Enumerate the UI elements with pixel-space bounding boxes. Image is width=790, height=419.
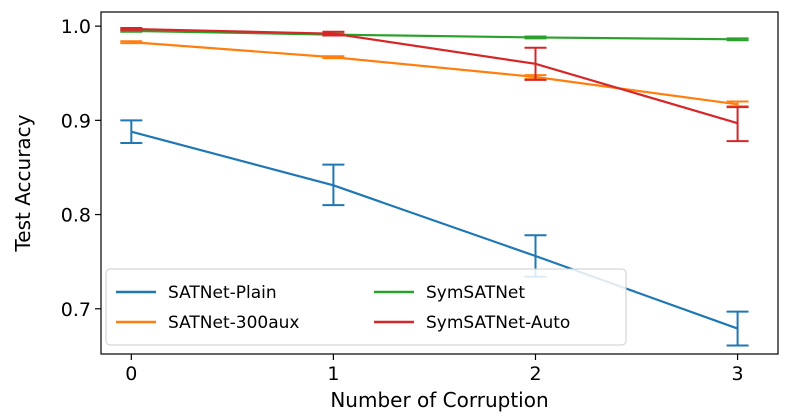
x-axis-label: Number of Corruption (330, 388, 548, 412)
series-symsatnet-auto (120, 27, 749, 143)
y-tick-label: 0.7 (61, 299, 91, 321)
x-tick-label: 0 (125, 363, 137, 385)
series-line (131, 29, 738, 41)
x-tick-label: 2 (529, 363, 541, 385)
series-line (131, 130, 738, 330)
legend-label: SymSATNet (426, 283, 525, 303)
series-line (131, 27, 738, 125)
x-tick-label: 1 (327, 363, 339, 385)
legend-box (105, 268, 627, 346)
series-line (131, 41, 738, 106)
legend: SATNet-Plain SATNet-300aux SymSATNet SymSAT… (105, 268, 627, 346)
plot-frame (100, 11, 779, 355)
legend-label: SymSATNet-Auto (426, 313, 570, 333)
x-tick-label: 3 (732, 363, 744, 385)
y-tick-label: 0.8 (61, 205, 91, 227)
legend-label: SATNet-300aux (168, 313, 299, 333)
y-axis-label: Test Accuracy (11, 114, 35, 252)
legend-label: SATNet-Plain (168, 283, 277, 303)
axes-layer: 0 1 2 3 0.7 0.8 0.9 1.0 (61, 16, 744, 385)
y-tick-label: 0.9 (61, 110, 91, 132)
y-tick-label: 1.0 (61, 16, 91, 38)
